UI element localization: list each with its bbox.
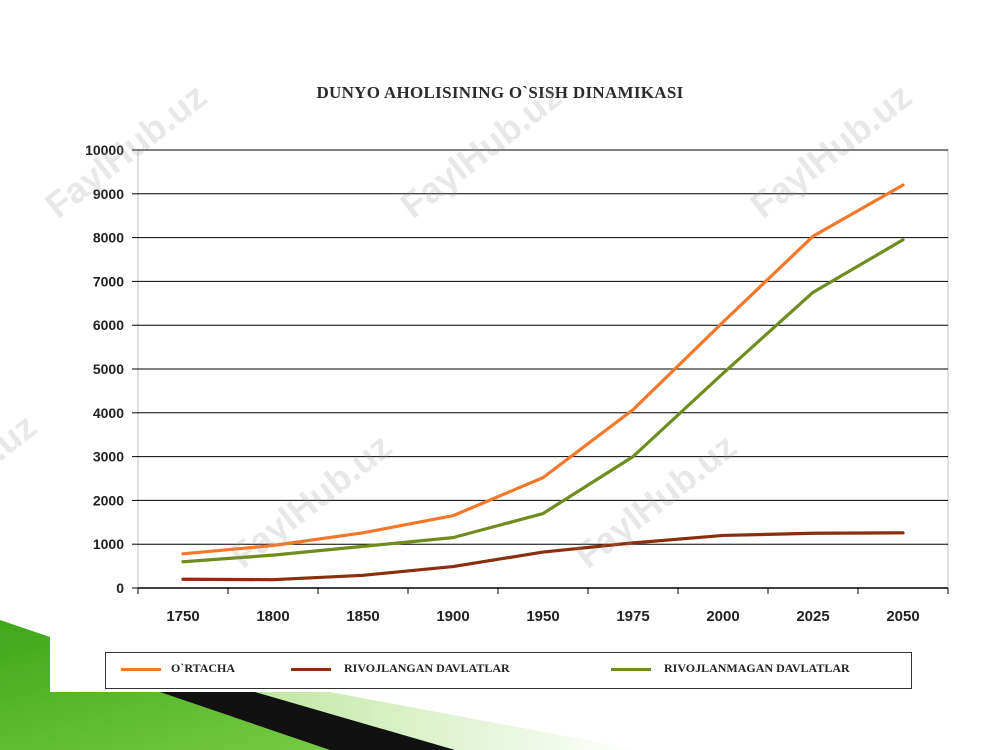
y-tick-label: 7000 <box>93 273 124 289</box>
x-tick-label: 1750 <box>166 608 199 625</box>
y-tick-label: 8000 <box>93 230 124 246</box>
x-tick-label: 1900 <box>436 608 469 625</box>
y-tick-label: 1000 <box>93 536 124 552</box>
x-tick-label: 2025 <box>796 608 829 625</box>
y-tick-label: 10000 <box>85 142 124 158</box>
x-tick-label: 2000 <box>706 608 739 625</box>
x-tick-label: 1850 <box>346 608 379 625</box>
legend-label-rivojlangan: RIVOJLANGAN DAVLATLAR <box>344 661 510 675</box>
legend-swatch-rivojlangan <box>291 668 331 671</box>
y-tick-label: 2000 <box>93 492 124 508</box>
y-tick-label: 9000 <box>93 186 124 202</box>
legend: O`RTACHA RIVOJLANGAN DAVLATLAR RIVOJLANM… <box>105 652 912 689</box>
legend-label-ortacha: O`RTACHA <box>171 661 236 675</box>
series-line-1 <box>181 531 905 582</box>
y-tick-label: 3000 <box>93 449 124 465</box>
x-tick-label: 1950 <box>526 608 559 625</box>
y-tick-label: 5000 <box>93 361 124 377</box>
y-tick-label: 0 <box>116 580 124 596</box>
y-tick-label: 6000 <box>93 317 124 333</box>
x-tick-label: 2050 <box>886 608 919 625</box>
chart-title: DUNYO AHOLISINING O`SISH DINAMIKASI <box>316 83 684 102</box>
x-tick-label: 1975 <box>616 608 649 625</box>
legend-swatch-ortacha <box>121 668 161 671</box>
legend-label-rivojlanmagan: RIVOJLANMAGAN DAVLATLAR <box>664 661 850 675</box>
series-line-2 <box>181 238 905 564</box>
series-line-0 <box>181 183 905 556</box>
y-tick-label: 4000 <box>93 405 124 421</box>
x-tick-label: 1800 <box>256 608 289 625</box>
legend-swatch-rivojlanmagan <box>611 668 651 671</box>
